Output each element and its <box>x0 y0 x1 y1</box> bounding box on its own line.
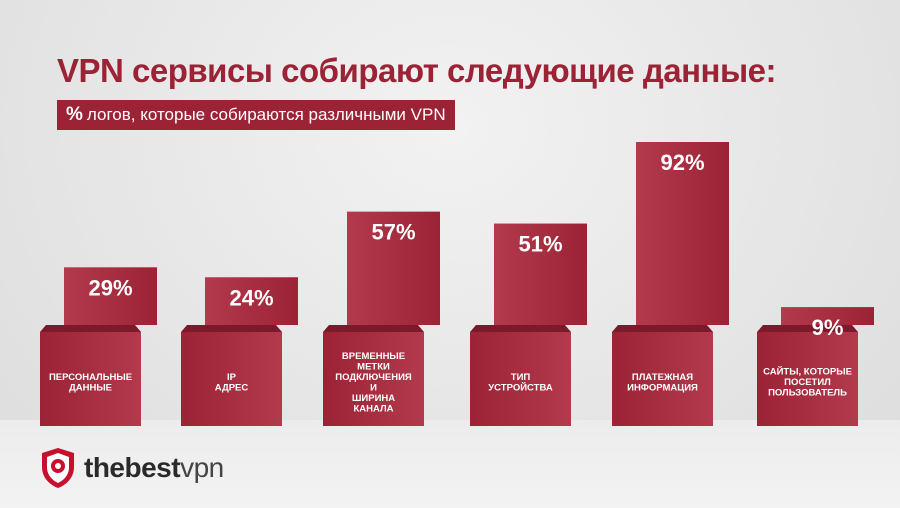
category-label-1-line-1: ПЕРСОНАЛЬНЫЕ <box>49 372 132 383</box>
category-label-3-line-5: ШИРИНА <box>352 393 395 404</box>
bar-6 <box>781 307 874 325</box>
bar-seat-4 <box>470 325 571 332</box>
category-label-6-line-3: ПОЛЬЗОВАТЕЛЬ <box>768 388 847 399</box>
category-label-4-line-2: УСТРОЙСТВА <box>488 381 553 393</box>
category-label-3-line-6: КАНАЛА <box>353 403 393 414</box>
category-label-5-line-2: ИНФОРМАЦИЯ <box>627 382 698 393</box>
bar-seat-1 <box>40 325 141 332</box>
data-label-3: 57% <box>371 220 415 245</box>
data-label-6: 9% <box>812 315 844 340</box>
category-box-3 <box>323 332 424 426</box>
floor-background <box>0 420 900 508</box>
data-label-5: 92% <box>660 150 704 175</box>
category-label-6-line-1: САЙТЫ, КОТОРЫЕ <box>763 366 852 378</box>
subtitle-percent-sign: % <box>66 104 83 125</box>
category-box-5 <box>612 332 713 426</box>
shield-icon <box>42 448 74 488</box>
category-box-6 <box>757 332 858 426</box>
category-label-4-line-1: ТИП <box>511 372 531 383</box>
bar-seat-5 <box>612 325 713 332</box>
brand-logo: thebestvpn <box>40 447 224 489</box>
category-label-3-line-4: И <box>370 382 377 393</box>
bar-5 <box>636 142 729 325</box>
data-label-4: 51% <box>518 232 562 257</box>
logo-wordmark: thebestvpn <box>84 452 224 484</box>
category-box-2 <box>181 332 282 426</box>
bar-4 <box>494 223 587 325</box>
bar-seat-2 <box>181 325 282 332</box>
subtitle-badge: % логов, которые собираются различными V… <box>57 100 455 130</box>
bar-seat-3 <box>323 325 424 332</box>
category-label-2-line-1: IP <box>227 372 237 383</box>
data-label-1: 29% <box>88 275 132 300</box>
bar-seat-6 <box>757 325 858 332</box>
logo-text-bold: thebest <box>84 452 181 483</box>
bar-3 <box>347 211 440 325</box>
page-title: VPN сервисы собирают следующие данные: <box>57 52 777 89</box>
bar-2 <box>205 277 298 325</box>
category-box-1 <box>40 332 141 426</box>
category-label-2-line-2: АДРЕС <box>215 382 249 393</box>
data-label-2: 24% <box>229 285 273 310</box>
subtitle-text: логов, которые собираются различными VPN <box>86 105 446 124</box>
bar-1 <box>64 267 157 325</box>
category-label-1-line-2: ДАННЫЕ <box>69 382 112 393</box>
category-label-5-line-1: ПЛАТЕЖНАЯ <box>632 372 693 383</box>
category-label-3-line-1: ВРЕМЕННЫЕ <box>342 351 405 362</box>
logo-text-light: vpn <box>180 452 224 483</box>
category-label-3-line-3: ПОДКЛЮЧЕНИЯ <box>335 372 412 383</box>
category-label-3-line-2: МЕТКИ <box>357 361 390 372</box>
category-label-6-line-2: ПОСЕТИЛ <box>784 377 831 388</box>
category-box-4 <box>470 332 571 426</box>
